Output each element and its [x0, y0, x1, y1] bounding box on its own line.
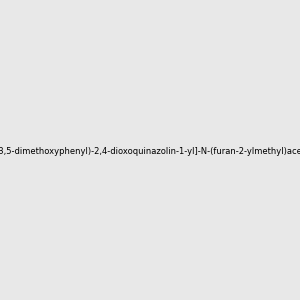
Text: 2-[3-(3,5-dimethoxyphenyl)-2,4-dioxoquinazolin-1-yl]-N-(furan-2-ylmethyl)acetami: 2-[3-(3,5-dimethoxyphenyl)-2,4-dioxoquin…	[0, 147, 300, 156]
